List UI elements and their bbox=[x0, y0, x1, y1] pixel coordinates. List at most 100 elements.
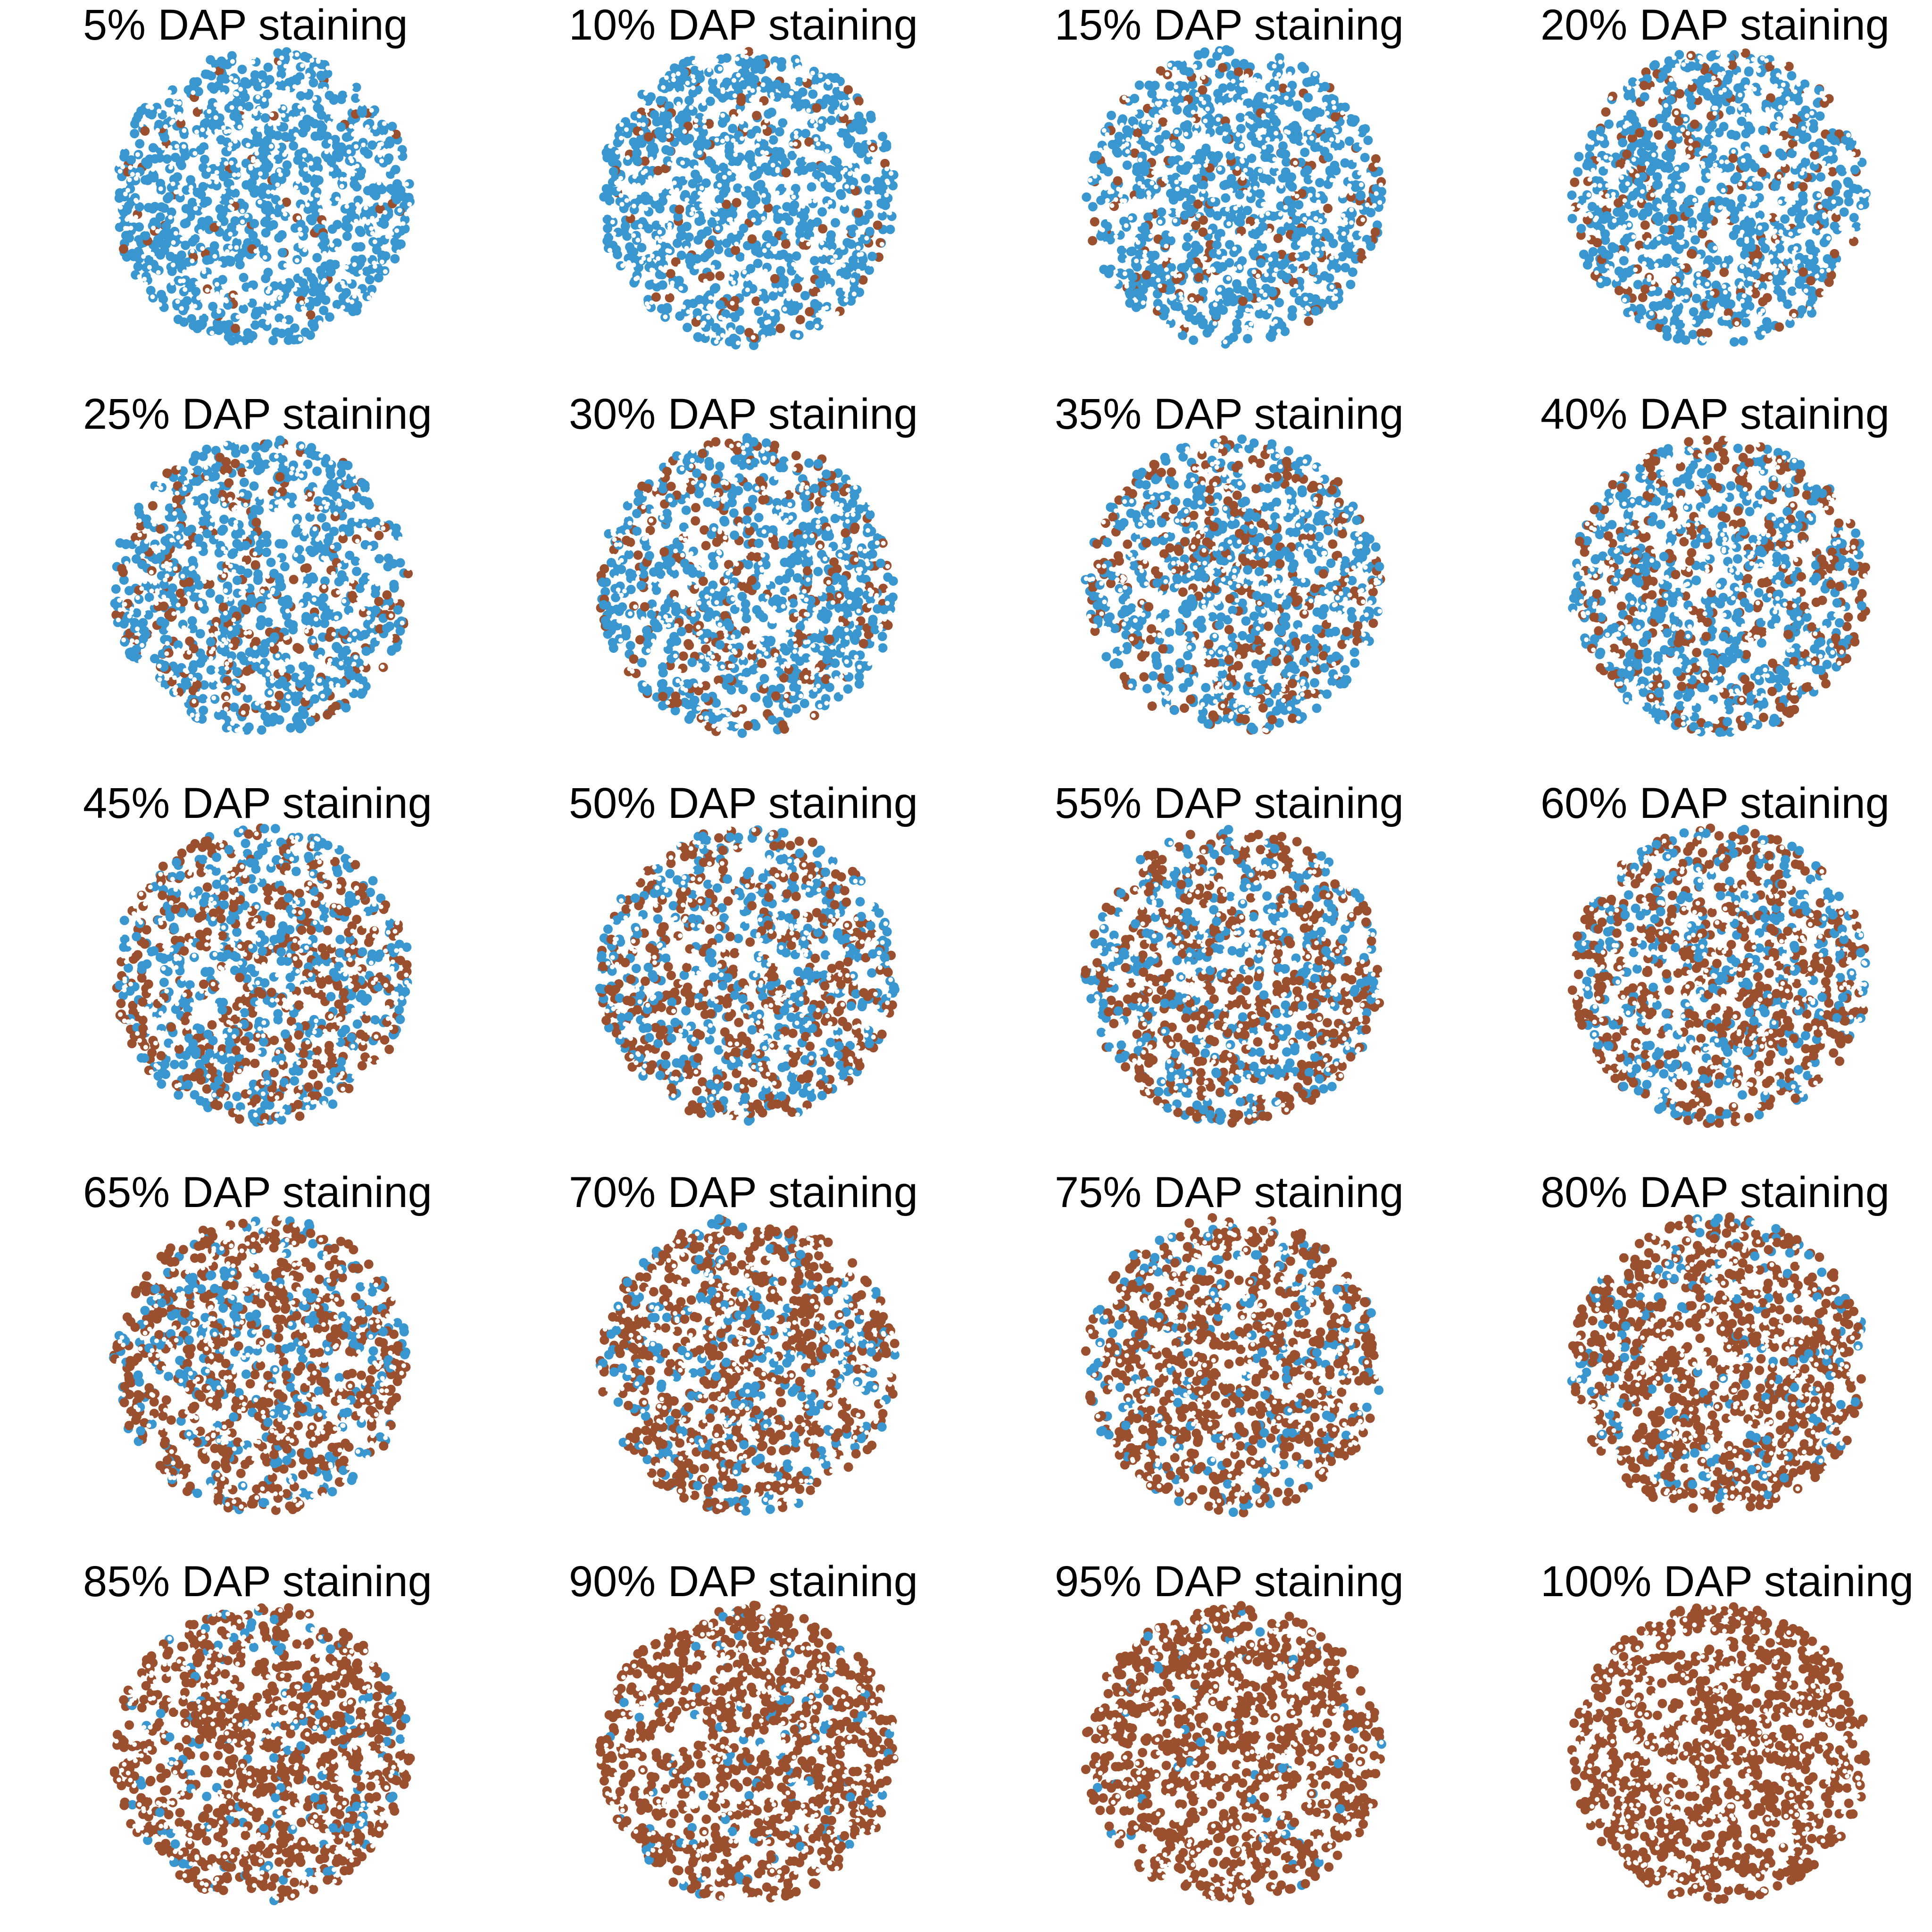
gap-dot bbox=[820, 192, 825, 197]
gap-dot bbox=[1242, 239, 1248, 244]
gap-dot bbox=[228, 232, 233, 237]
gap-dot bbox=[707, 306, 712, 311]
unstained-dot bbox=[1666, 95, 1676, 105]
gap-dot bbox=[669, 190, 674, 194]
unstained-dot bbox=[843, 139, 853, 149]
dap-stained-dot bbox=[1614, 286, 1624, 295]
gap-dot bbox=[1319, 266, 1324, 271]
gap-dot bbox=[650, 253, 655, 258]
gap-dot bbox=[1318, 218, 1323, 223]
gap-dot bbox=[750, 335, 756, 340]
unstained-dot bbox=[1794, 215, 1804, 225]
unstained-dot bbox=[319, 306, 329, 316]
gap-dot bbox=[198, 311, 203, 316]
gap-dot bbox=[1243, 314, 1249, 319]
gap-dot bbox=[254, 151, 259, 156]
gap-dot bbox=[117, 169, 123, 174]
dap-stained-dot bbox=[732, 198, 741, 208]
gap-dot bbox=[366, 295, 372, 300]
unstained-dot bbox=[1308, 266, 1318, 275]
gap-dot bbox=[760, 150, 765, 155]
unstained-dot bbox=[156, 250, 166, 260]
gap-dot bbox=[639, 130, 644, 135]
gap-dot bbox=[1327, 219, 1332, 225]
gap-dot bbox=[781, 112, 786, 117]
gap-dot bbox=[717, 183, 722, 188]
gap-dot bbox=[322, 251, 327, 256]
gap-dot bbox=[600, 213, 605, 218]
dap-stained-dot bbox=[1622, 150, 1632, 159]
gap-dot bbox=[340, 305, 345, 310]
gap-dot bbox=[1183, 132, 1189, 137]
gap-dot bbox=[1332, 105, 1337, 110]
unstained-dot bbox=[263, 62, 273, 72]
unstained-dot bbox=[1303, 165, 1312, 175]
unstained-dot bbox=[1759, 144, 1769, 154]
unstained-dot bbox=[1741, 318, 1751, 328]
unstained-dot bbox=[130, 119, 140, 129]
gap-dot bbox=[236, 226, 241, 232]
gap-dot bbox=[1283, 129, 1289, 134]
gap-dot bbox=[261, 82, 266, 87]
gap-dot bbox=[1335, 138, 1341, 143]
gap-dot bbox=[736, 73, 741, 78]
gap-dot bbox=[1202, 311, 1207, 316]
dap-stained-dot bbox=[705, 239, 715, 249]
gap-dot bbox=[827, 200, 833, 205]
unstained-dot bbox=[1235, 113, 1245, 123]
gap-dot bbox=[671, 73, 676, 78]
gap-dot bbox=[658, 266, 663, 270]
gap-dot bbox=[676, 101, 681, 107]
gap-dot bbox=[220, 92, 225, 97]
gap-dot bbox=[217, 309, 222, 314]
gap-dot bbox=[1190, 231, 1195, 236]
gap-dot bbox=[793, 142, 798, 147]
gap-dot bbox=[259, 108, 265, 113]
dap-stained-dot bbox=[1674, 116, 1684, 126]
unstained-dot bbox=[233, 113, 243, 123]
gap-dot bbox=[735, 175, 741, 180]
gap-dot bbox=[1183, 323, 1188, 328]
unstained-dot bbox=[209, 241, 219, 251]
gap-dot bbox=[267, 122, 273, 126]
unstained-dot bbox=[1358, 125, 1368, 134]
gap-dot bbox=[1293, 74, 1298, 79]
gap-dot bbox=[334, 107, 340, 112]
gap-dot bbox=[177, 184, 183, 190]
unstained-dot bbox=[1268, 327, 1278, 337]
gap-dot bbox=[1256, 305, 1260, 310]
gap-dot bbox=[873, 122, 878, 127]
gap-dot bbox=[350, 103, 355, 108]
gap-dot bbox=[635, 275, 640, 280]
gap-dot bbox=[335, 272, 340, 277]
gap-dot bbox=[1329, 284, 1334, 290]
unstained-dot bbox=[200, 119, 209, 129]
gap-dot bbox=[288, 116, 293, 121]
gap-dot bbox=[336, 79, 341, 84]
gap-dot bbox=[725, 265, 730, 269]
gap-dot bbox=[347, 279, 352, 284]
gap-dot bbox=[167, 79, 173, 84]
gap-dot bbox=[234, 84, 239, 89]
gap-dot bbox=[1349, 236, 1354, 241]
gap-dot bbox=[180, 236, 185, 242]
gap-dot bbox=[130, 172, 135, 177]
gap-dot bbox=[646, 305, 651, 310]
gap-dot bbox=[1175, 208, 1180, 214]
dap-stained-dot bbox=[1304, 316, 1314, 326]
unstained-dot bbox=[1206, 58, 1216, 68]
gap-dot bbox=[346, 91, 351, 96]
gap-dot bbox=[289, 125, 294, 129]
gap-dot bbox=[618, 193, 624, 198]
unstained-dot bbox=[356, 227, 366, 237]
gap-dot bbox=[175, 133, 180, 138]
gap-dot bbox=[377, 153, 383, 158]
gap-dot bbox=[799, 117, 804, 122]
unstained-dot bbox=[1232, 325, 1242, 334]
unstained-dot bbox=[155, 212, 165, 222]
gap-dot bbox=[643, 91, 648, 96]
gap-dot bbox=[1112, 282, 1117, 287]
gap-dot bbox=[641, 256, 646, 261]
gap-dot bbox=[370, 216, 375, 221]
gap-dot bbox=[1203, 163, 1208, 168]
